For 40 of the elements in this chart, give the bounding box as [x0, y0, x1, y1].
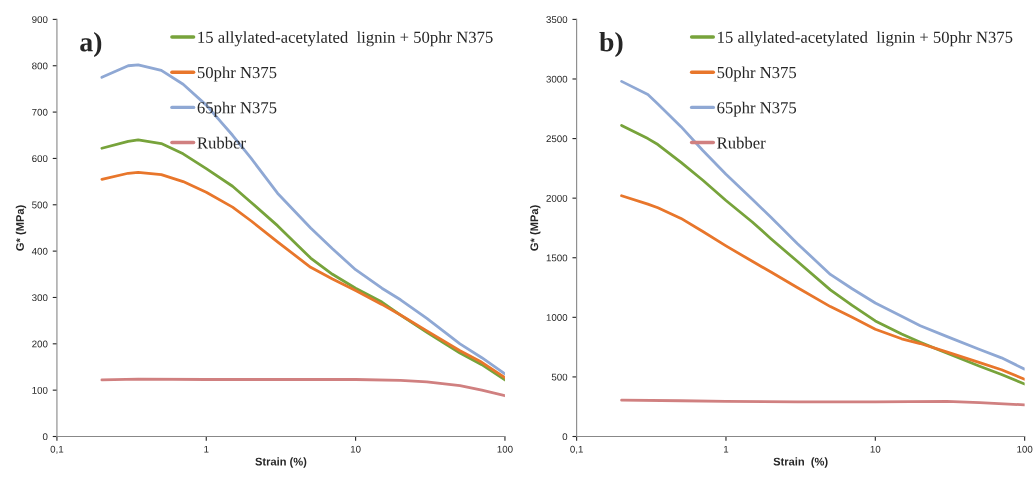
y-tick-label: 200	[32, 340, 48, 348]
y-tick-label: 100	[32, 386, 48, 394]
annotation: b)	[599, 31, 623, 58]
legend-label: 50phr N375	[197, 66, 277, 82]
y-tick-label: 500	[551, 373, 568, 381]
y-tick-label: 2000	[546, 194, 568, 202]
annotation: a)	[80, 31, 102, 58]
legend-label: 15 allylated-acetylated lignin + 50phr N375	[718, 31, 1013, 47]
x-tick-label: 100	[1017, 445, 1033, 453]
y-tick-label: 3000	[546, 75, 568, 83]
y-tick-label: 900	[32, 16, 48, 24]
legend-label: Rubber	[197, 136, 246, 149]
y-axis-title: G* (MPa)	[530, 205, 541, 251]
y-tick-label: 800	[32, 62, 48, 70]
y-tick-label: 1500	[546, 254, 568, 262]
x-axis-title: Strain (%)	[255, 457, 307, 468]
y-tick-label: 500	[32, 201, 48, 209]
legend-label: 65phr N375	[717, 101, 797, 117]
y-tick-label: 1000	[546, 314, 568, 321]
x-tick-label: 100	[497, 445, 513, 453]
x-tick-label: 1	[204, 445, 209, 453]
y-tick-label: 700	[32, 108, 48, 116]
y-tick-label: 0	[42, 433, 48, 441]
x-tick-label: 10	[350, 445, 361, 453]
y-tick-label: 2500	[546, 135, 568, 143]
y-tick-label: 600	[32, 155, 48, 163]
y-tick-label: 0	[562, 433, 568, 441]
y-axis-title: G* (MPa)	[15, 205, 27, 251]
y-tick-label: 3500	[546, 16, 568, 24]
x-tick-label: 10	[870, 445, 881, 453]
x-tick-label: 1	[724, 445, 729, 453]
y-tick-label: 400	[31, 247, 48, 255]
legend-label: 65phr N375	[197, 101, 277, 117]
legend-label: Rubber	[717, 136, 766, 149]
x-tick-label: 0,1	[50, 445, 64, 454]
y-tick-label: 300	[32, 294, 48, 302]
legend-label: 50phr N375	[717, 66, 797, 82]
x-tick-label: 0,1	[570, 445, 583, 454]
x-axis-title: Strain (%)	[773, 457, 828, 468]
legend-label: 15 allylated-acetylated lignin + 50phr N375	[198, 31, 493, 47]
